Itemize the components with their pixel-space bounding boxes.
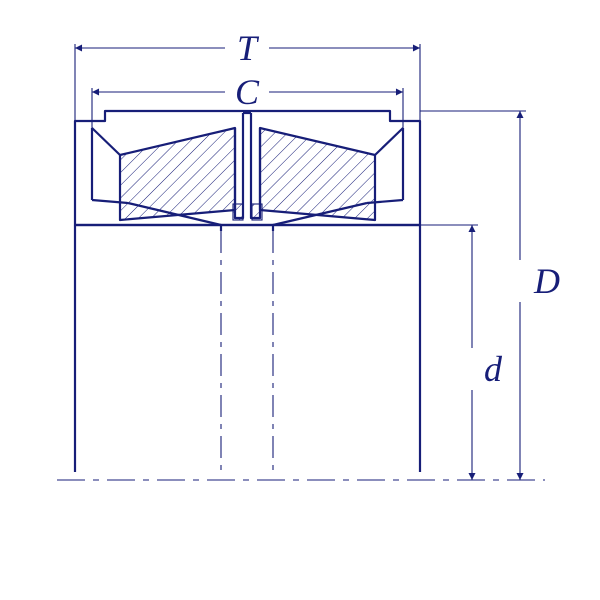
dim-label-D: D bbox=[533, 261, 560, 301]
dim-label-C: C bbox=[235, 72, 260, 112]
dim-label-T: T bbox=[237, 28, 260, 68]
dim-label-d: d bbox=[484, 349, 503, 389]
